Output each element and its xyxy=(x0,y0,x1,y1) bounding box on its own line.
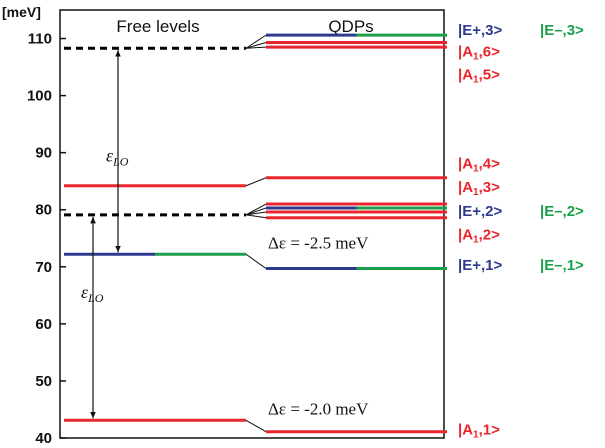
y-unit-label: [meV] xyxy=(2,4,41,20)
level-connector xyxy=(246,420,266,431)
lo-phonon-arrows: εLO εLO xyxy=(81,50,129,418)
state-label: |E–,2> xyxy=(540,203,584,220)
level-connector xyxy=(246,35,266,48)
y-tick-label: 60 xyxy=(35,316,52,333)
energy-shift-annotations: Δε = -2.5 meV Δε = -2.0 meV xyxy=(268,234,369,419)
y-tick-label: 90 xyxy=(35,145,52,162)
lo-arrow-label: εLO xyxy=(106,146,129,169)
column-title-free-levels: Free levels xyxy=(116,17,199,36)
state-label: |E+,2> xyxy=(458,203,502,220)
column-title-qdps: QDPs xyxy=(328,17,373,36)
level-connector xyxy=(246,215,266,218)
state-label: |E–,1> xyxy=(540,257,584,274)
state-label: |A1,6> xyxy=(458,44,500,63)
y-tick-label: 100 xyxy=(27,88,52,105)
state-label: |E–,3> xyxy=(540,22,584,39)
energy-shift-annotation: Δε = -2.5 meV xyxy=(268,234,369,253)
level-connectors xyxy=(246,35,266,432)
y-tick-label: 50 xyxy=(35,373,52,390)
state-label: |A1,3> xyxy=(458,179,500,198)
level-connector xyxy=(246,254,266,268)
y-tick-label: 40 xyxy=(35,430,52,447)
state-labels: |E+,3> |E–,3> |A1,6> |A1,5> |A1,4> |A1,3> |E+,… xyxy=(458,22,584,440)
y-tick-label: 70 xyxy=(35,259,52,276)
y-tick-label: 80 xyxy=(35,202,52,219)
state-label: |A1,2> xyxy=(458,226,500,245)
state-label: |A1,5> xyxy=(458,66,500,85)
state-label: |A1,4> xyxy=(458,156,500,175)
level-connector xyxy=(246,178,266,186)
y-tick-label: 110 xyxy=(28,31,52,48)
energy-shift-annotation: Δε = -2.0 meV xyxy=(268,400,369,419)
state-label: |E+,1> xyxy=(458,257,502,274)
lo-arrow-label: εLO xyxy=(81,282,104,305)
state-label: |A1,1> xyxy=(458,421,500,440)
free-levels xyxy=(64,48,246,420)
state-label: |E+,3> xyxy=(458,22,502,39)
